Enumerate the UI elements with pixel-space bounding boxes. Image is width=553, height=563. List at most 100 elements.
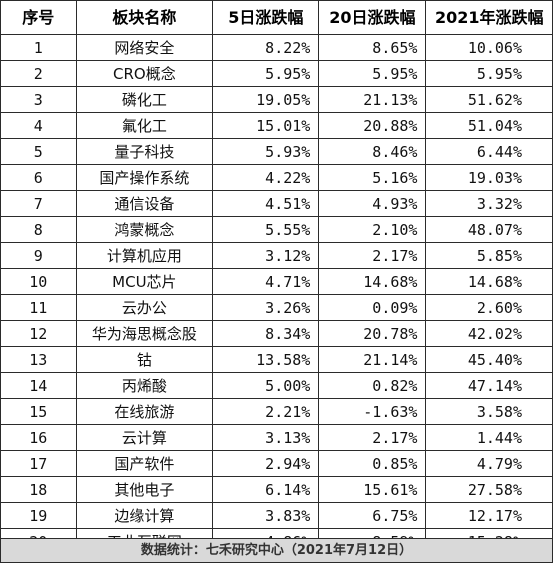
table-row: 18 其他电子 6.14% 15.61% 27.58% [0, 476, 553, 503]
row-index-cell: 11 [0, 294, 77, 321]
change-2021-cell: 42.02% [425, 320, 553, 347]
change-20day-cell: 0.82% [318, 372, 427, 399]
sector-name-cell: 通信设备 [75, 190, 214, 217]
sector-name-cell: 其他电子 [75, 476, 214, 503]
sector-name-cell: 磷化工 [75, 86, 214, 113]
sector-name-cell: 云办公 [75, 294, 214, 321]
header-row: 序号 板块名称 5日涨跌幅 20日涨跌幅 2021年涨跌幅 [0, 0, 553, 35]
change-5day-cell: 3.12% [212, 242, 320, 269]
change-20day-cell: 0.09% [318, 294, 427, 321]
change-5day-cell: 6.14% [212, 476, 320, 503]
change-5day-cell: 3.83% [212, 502, 320, 529]
change-5day-cell: 5.55% [212, 216, 320, 243]
row-index-cell: 10 [0, 268, 77, 295]
header-2021-change: 2021年涨跌幅 [425, 0, 553, 35]
change-2021-cell: 47.14% [425, 372, 553, 399]
row-index-cell: 1 [0, 34, 77, 61]
change-20day-cell: 14.68% [318, 268, 427, 295]
table-row: 5 量子科技 5.93% 8.46% 6.44% [0, 138, 553, 165]
sector-name-cell: 丙烯酸 [75, 372, 214, 399]
row-index-cell: 14 [0, 372, 77, 399]
change-20day-cell: 21.13% [318, 86, 427, 113]
change-20day-cell: 0.85% [318, 450, 427, 477]
header-index: 序号 [0, 0, 77, 35]
change-5day-cell: 3.26% [212, 294, 320, 321]
sector-name-cell: MCU芯片 [75, 268, 214, 295]
sector-name-cell: CRO概念 [75, 60, 214, 87]
change-2021-cell: 5.95% [425, 60, 553, 87]
change-20day-cell: 8.46% [318, 138, 427, 165]
change-2021-cell: 45.40% [425, 346, 553, 373]
change-2021-cell: 1.44% [425, 424, 553, 451]
change-5day-cell: 8.22% [212, 34, 320, 61]
change-20day-cell: 15.61% [318, 476, 427, 503]
table-row: 6 国产操作系统 4.22% 5.16% 19.03% [0, 164, 553, 191]
change-2021-cell: 2.60% [425, 294, 553, 321]
table-row: 16 云计算 3.13% 2.17% 1.44% [0, 424, 553, 451]
sector-name-cell: 边缘计算 [75, 502, 214, 529]
table-row: 8 鸿蒙概念 5.55% 2.10% 48.07% [0, 216, 553, 243]
change-2021-cell: 5.85% [425, 242, 553, 269]
change-2021-cell: 6.44% [425, 138, 553, 165]
sector-name-cell: 氟化工 [75, 112, 214, 139]
table-row: 14 丙烯酸 5.00% 0.82% 47.14% [0, 372, 553, 399]
table-row: 13 钴 13.58% 21.14% 45.40% [0, 346, 553, 373]
row-index-cell: 13 [0, 346, 77, 373]
change-20day-cell: 20.88% [318, 112, 427, 139]
change-20day-cell: 2.17% [318, 424, 427, 451]
change-5day-cell: 15.01% [212, 112, 320, 139]
row-index-cell: 8 [0, 216, 77, 243]
row-index-cell: 16 [0, 424, 77, 451]
change-20day-cell: 5.16% [318, 164, 427, 191]
table-row: 15 在线旅游 2.21% -1.63% 3.58% [0, 398, 553, 425]
header-sector-name: 板块名称 [75, 0, 214, 35]
table-row: 1 网络安全 8.22% 8.65% 10.06% [0, 34, 553, 61]
change-2021-cell: 3.58% [425, 398, 553, 425]
table-row: 9 计算机应用 3.12% 2.17% 5.85% [0, 242, 553, 269]
table-header: 序号 板块名称 5日涨跌幅 20日涨跌幅 2021年涨跌幅 [0, 0, 553, 35]
row-index-cell: 15 [0, 398, 77, 425]
change-20day-cell: 6.75% [318, 502, 427, 529]
change-5day-cell: 5.95% [212, 60, 320, 87]
change-20day-cell: 20.78% [318, 320, 427, 347]
sector-name-cell: 量子科技 [75, 138, 214, 165]
sector-name-cell: 钴 [75, 346, 214, 373]
change-2021-cell: 12.17% [425, 502, 553, 529]
change-5day-cell: 5.93% [212, 138, 320, 165]
data-source-footer: 数据统计：七禾研究中心（2021年7月12日） [0, 538, 553, 563]
table-row: 2 CRO概念 5.95% 5.95% 5.95% [0, 60, 553, 87]
table-row: 7 通信设备 4.51% 4.93% 3.32% [0, 190, 553, 217]
change-5day-cell: 13.58% [212, 346, 320, 373]
row-index-cell: 5 [0, 138, 77, 165]
sector-name-cell: 国产操作系统 [75, 164, 214, 191]
row-index-cell: 19 [0, 502, 77, 529]
change-20day-cell: 2.10% [318, 216, 427, 243]
change-2021-cell: 3.32% [425, 190, 553, 217]
change-20day-cell: 2.17% [318, 242, 427, 269]
change-5day-cell: 4.71% [212, 268, 320, 295]
header-20day-change: 20日涨跌幅 [318, 0, 427, 35]
sector-name-cell: 国产软件 [75, 450, 214, 477]
table-row: 10 MCU芯片 4.71% 14.68% 14.68% [0, 268, 553, 295]
change-20day-cell: -1.63% [318, 398, 427, 425]
sector-name-cell: 在线旅游 [75, 398, 214, 425]
change-5day-cell: 2.94% [212, 450, 320, 477]
change-2021-cell: 27.58% [425, 476, 553, 503]
table-row: 11 云办公 3.26% 0.09% 2.60% [0, 294, 553, 321]
row-index-cell: 17 [0, 450, 77, 477]
sector-name-cell: 华为海思概念股 [75, 320, 214, 347]
change-5day-cell: 19.05% [212, 86, 320, 113]
table-row: 4 氟化工 15.01% 20.88% 51.04% [0, 112, 553, 139]
change-2021-cell: 51.04% [425, 112, 553, 139]
change-20day-cell: 5.95% [318, 60, 427, 87]
table-row: 12 华为海思概念股 8.34% 20.78% 42.02% [0, 320, 553, 347]
change-5day-cell: 2.21% [212, 398, 320, 425]
table-row: 19 边缘计算 3.83% 6.75% 12.17% [0, 502, 553, 529]
change-2021-cell: 14.68% [425, 268, 553, 295]
change-5day-cell: 4.22% [212, 164, 320, 191]
table-row: 17 国产软件 2.94% 0.85% 4.79% [0, 450, 553, 477]
change-20day-cell: 8.65% [318, 34, 427, 61]
row-index-cell: 7 [0, 190, 77, 217]
row-index-cell: 6 [0, 164, 77, 191]
